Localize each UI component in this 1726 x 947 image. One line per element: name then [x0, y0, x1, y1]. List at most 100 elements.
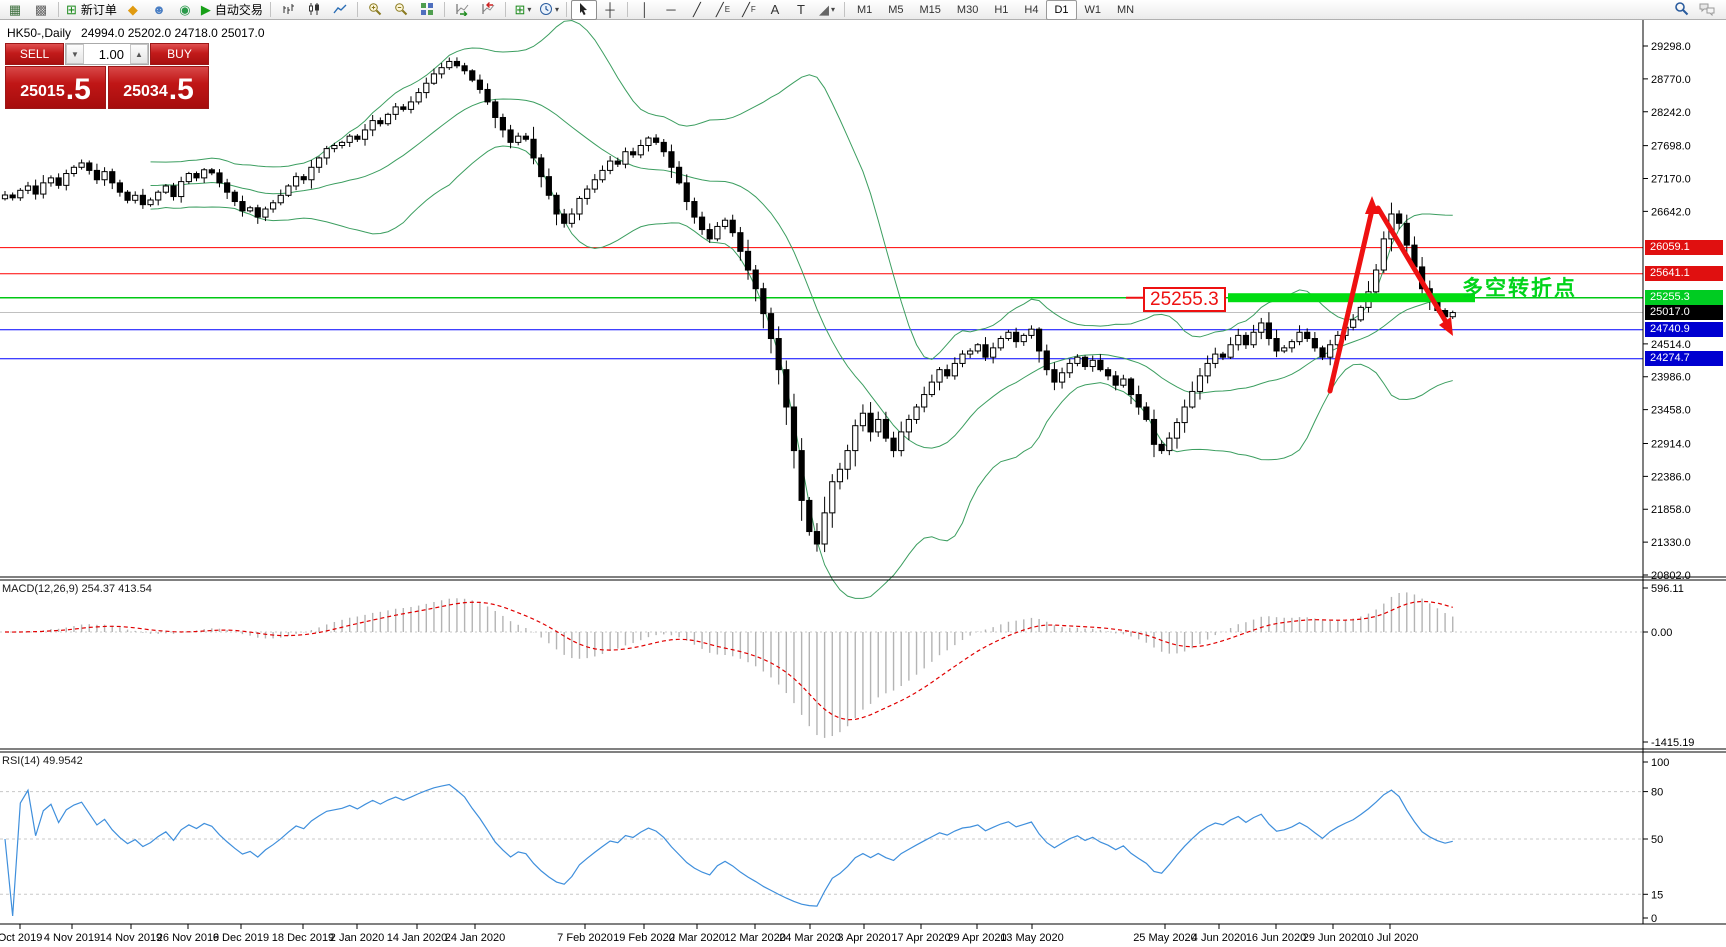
- text-label-icon: T: [796, 2, 805, 17]
- svg-text:16 Jun 2020: 16 Jun 2020: [1246, 932, 1307, 944]
- market-watch-button[interactable]: ☻: [146, 0, 172, 20]
- new-chart-button[interactable]: ▦: [2, 0, 28, 20]
- timeframe-m5-button[interactable]: M5: [888, 3, 904, 16]
- chart-shift-button[interactable]: [475, 0, 501, 20]
- svg-text:0.00: 0.00: [1651, 627, 1672, 639]
- text-button[interactable]: A: [762, 0, 788, 20]
- dropdown-caret-icon: ▾: [830, 5, 835, 14]
- volume-increase-button[interactable]: ▲: [130, 44, 148, 64]
- reversal-note-text[interactable]: 多空转折点: [1462, 277, 1577, 300]
- cursor-button[interactable]: [570, 0, 597, 20]
- svg-text:27170.0: 27170.0: [1651, 173, 1691, 185]
- dropdown-caret-icon: ▾: [554, 5, 559, 14]
- trendline-button[interactable]: ╱: [684, 0, 710, 20]
- sell-button[interactable]: SELL: [5, 43, 64, 65]
- svg-text:596.11: 596.11: [1651, 583, 1684, 595]
- channel-button[interactable]: ╱ E: [710, 0, 736, 20]
- text-label-button[interactable]: T: [788, 0, 814, 20]
- sell-price-box[interactable]: 25015 .5: [5, 66, 106, 109]
- svg-text:19 Feb 2020: 19 Feb 2020: [613, 932, 675, 944]
- chart-annotations: [1126, 196, 1475, 394]
- autotrading-button[interactable]: ▶ 自动交易: [198, 0, 266, 20]
- autoscroll-button[interactable]: [449, 0, 475, 20]
- svg-text:6 Dec 2019: 6 Dec 2019: [213, 932, 269, 944]
- timeframe-mn-button[interactable]: MN: [1117, 3, 1135, 16]
- rsi-pane: [0, 783, 1643, 917]
- svg-text:2 Jan 2020: 2 Jan 2020: [330, 932, 384, 944]
- buy-button[interactable]: BUY: [150, 43, 209, 65]
- timeframe-clock-button[interactable]: ▾: [536, 0, 562, 20]
- svg-text:26642.0: 26642.0: [1651, 206, 1691, 218]
- svg-text:23458.0: 23458.0: [1651, 405, 1691, 417]
- line-chart-button[interactable]: [327, 0, 353, 20]
- toolbar-separator: [626, 2, 628, 17]
- add-indicator-button[interactable]: ⊞ ▾: [510, 0, 536, 20]
- timeframe-h1-button[interactable]: H1: [994, 3, 1009, 16]
- new-order-button[interactable]: ⊞ 新订单: [63, 0, 120, 20]
- zoom-out-button[interactable]: [388, 0, 414, 20]
- trendline-icon: ╱: [693, 2, 701, 17]
- fibonacci-button[interactable]: ╱ F: [736, 0, 762, 20]
- price-badge: 24740.9: [1645, 322, 1723, 338]
- news-icon: ◆: [127, 2, 138, 17]
- svg-text:17 Apr 2020: 17 Apr 2020: [891, 932, 950, 944]
- svg-text:12 Mar 2020: 12 Mar 2020: [724, 932, 786, 944]
- search-button[interactable]: [1668, 0, 1694, 20]
- chart-symbol-period: HK50-,Daily: [7, 26, 72, 40]
- candlestick-button[interactable]: [301, 0, 327, 20]
- svg-text:22914.0: 22914.0: [1651, 438, 1691, 450]
- search-icon: [1674, 1, 1689, 18]
- timeframe-m15-button[interactable]: M15: [919, 3, 941, 16]
- tile-windows-button[interactable]: [414, 0, 440, 20]
- macd-pane: [0, 592, 1643, 738]
- news-button[interactable]: ◆: [120, 0, 146, 20]
- cursor-icon: [577, 2, 590, 18]
- horizontal-line-button[interactable]: ─: [658, 0, 684, 20]
- svg-text:14 Nov 2019: 14 Nov 2019: [100, 932, 162, 944]
- price-badge: 25255.3: [1645, 290, 1723, 306]
- price-axis: 29298.0 28770.0 28242.0 27698.0 27170.0 26642…: [1643, 41, 1694, 925]
- svg-text:2 Mar 2020: 2 Mar 2020: [669, 932, 725, 944]
- timeframe-w1-button[interactable]: W1: [1084, 3, 1102, 16]
- timeframe-m1-button[interactable]: M1: [856, 3, 873, 16]
- rsi-indicator-label: RSI(14) 49.9542: [2, 755, 83, 767]
- price-badge: 25641.1: [1645, 266, 1723, 282]
- support-price-label[interactable]: 25255.3: [1143, 287, 1226, 312]
- volume-value: 1.00: [98, 46, 124, 62]
- signals-button[interactable]: ◉: [172, 0, 198, 20]
- shapes-button[interactable]: ◢ ▾: [814, 0, 840, 20]
- price-level-lines: [0, 247, 1643, 360]
- svg-text:24 Jan 2020: 24 Jan 2020: [445, 932, 506, 944]
- crosshair-button[interactable]: ┼: [597, 0, 623, 20]
- line-chart-icon: [333, 2, 347, 18]
- timeframe-d1-button[interactable]: D1: [1046, 0, 1077, 20]
- toolbar-separator: [565, 2, 567, 17]
- vertical-line-icon: │: [640, 2, 650, 17]
- svg-text:14 Jan 2020: 14 Jan 2020: [387, 932, 448, 944]
- profiles-button[interactable]: ▩: [28, 0, 54, 20]
- autoscroll-icon: [455, 2, 469, 18]
- svg-text:25 May 2020: 25 May 2020: [1133, 932, 1197, 944]
- signals-icon: ◉: [179, 2, 191, 17]
- zoom-in-button[interactable]: [362, 0, 388, 20]
- volume-stepper[interactable]: ▼ 1.00 ▲: [65, 43, 149, 65]
- candlestick-icon: [307, 2, 321, 18]
- bar-chart-button[interactable]: [275, 0, 301, 20]
- chat-icon: [1699, 2, 1715, 18]
- new-order-icon: ⊞: [66, 2, 77, 17]
- svg-text:7 Feb 2020: 7 Feb 2020: [557, 932, 613, 944]
- svg-text:24 Mar 2020: 24 Mar 2020: [779, 932, 841, 944]
- toolbar-separator: [443, 2, 445, 17]
- svg-text:4 Nov 2019: 4 Nov 2019: [44, 932, 100, 944]
- svg-text:3 Apr 2020: 3 Apr 2020: [837, 932, 890, 944]
- volume-decrease-button[interactable]: ▼: [66, 44, 84, 64]
- vertical-line-button[interactable]: │: [632, 0, 658, 20]
- channel-icon: ╱: [715, 2, 724, 17]
- chart-shift-icon: [481, 1, 495, 18]
- timeframe-m30-button[interactable]: M30: [956, 3, 979, 16]
- chat-button[interactable]: [1694, 0, 1720, 20]
- buy-price-box[interactable]: 25034 .5: [108, 66, 209, 109]
- timeframe-h4-button[interactable]: H4: [1024, 3, 1039, 16]
- svg-text:22386.0: 22386.0: [1651, 471, 1691, 483]
